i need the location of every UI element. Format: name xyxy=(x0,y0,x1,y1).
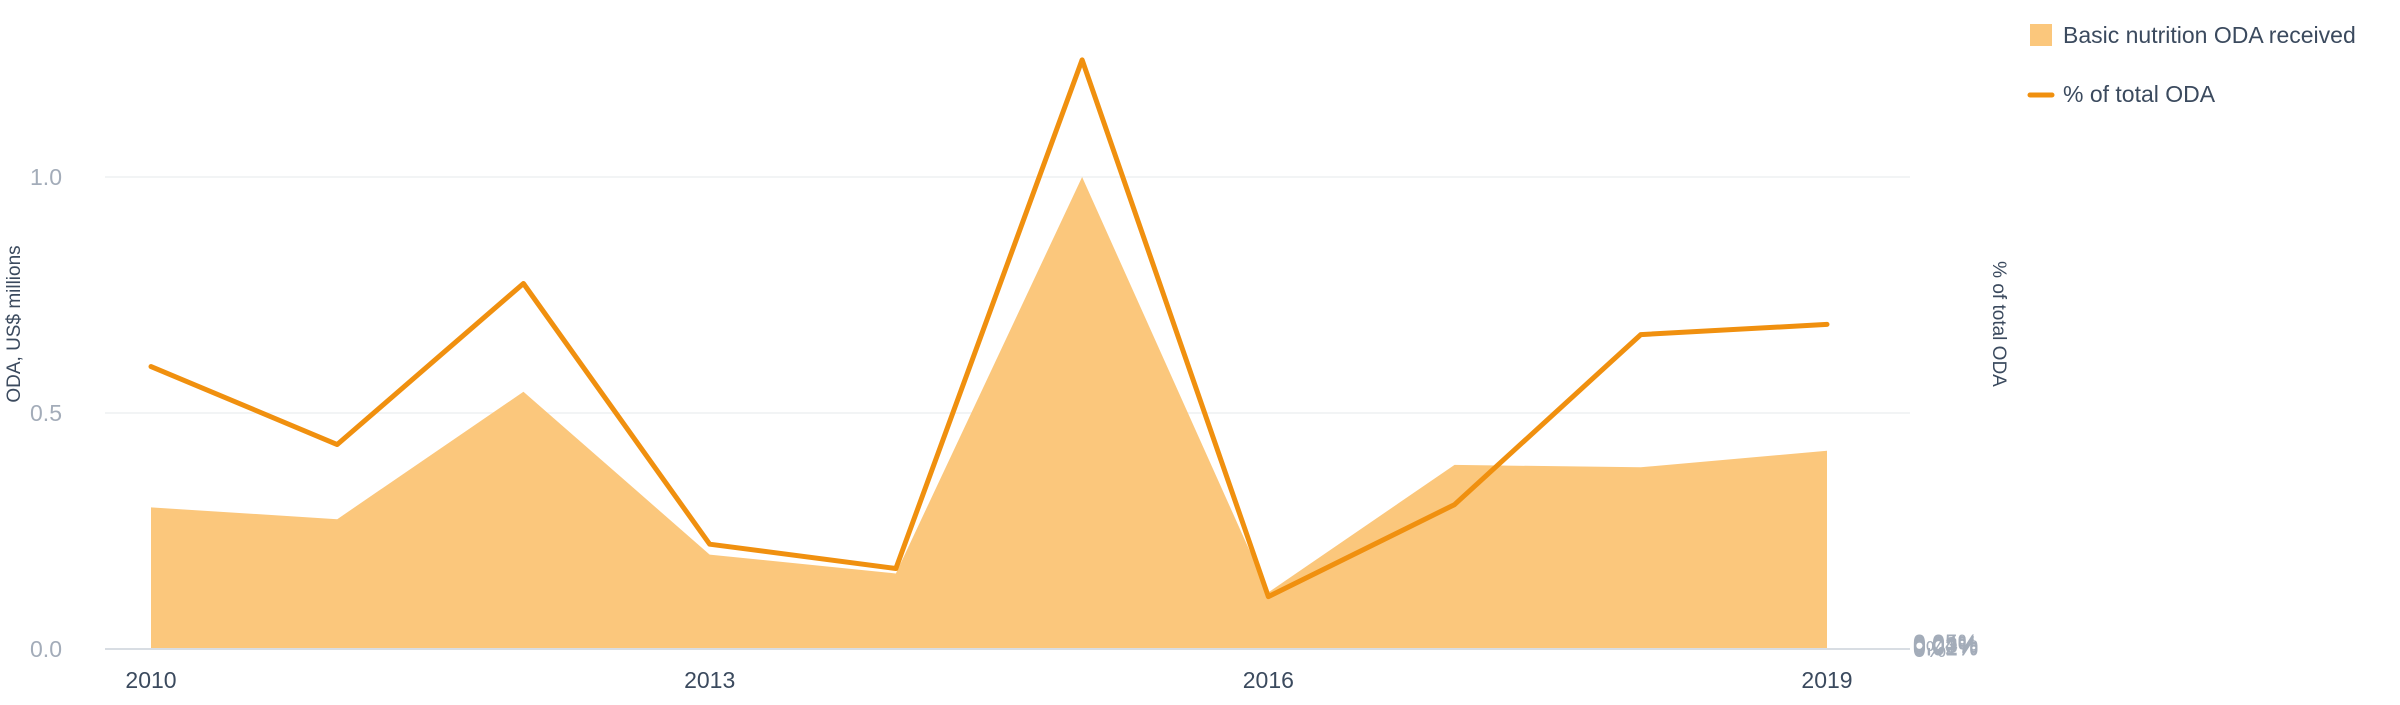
y-left-tick-label: 0.0 xyxy=(30,636,62,662)
x-tick-label: 2016 xyxy=(1243,667,1294,693)
y-right-tick-label: 0.02% xyxy=(1913,633,1978,659)
y-left-tick-label: 1.0 xyxy=(30,164,62,190)
legend-label-area[interactable]: Basic nutrition ODA received xyxy=(2063,22,2356,48)
line-point[interactable] xyxy=(707,541,713,547)
y-axis-left-title: ODA, US$ millions xyxy=(4,245,25,402)
line-series-pct-total-oda[interactable] xyxy=(148,57,1830,600)
line-point[interactable] xyxy=(1638,332,1644,338)
x-tick-label: 2010 xyxy=(125,667,176,693)
legend-swatch-area[interactable] xyxy=(2030,24,2052,46)
y-right-tick-label: 0% xyxy=(1913,636,1946,662)
line-point[interactable] xyxy=(148,364,154,370)
line-point[interactable] xyxy=(520,280,526,286)
y-left-tick-label: 0.5 xyxy=(30,400,62,426)
y-right-tick-label: 0.03% xyxy=(1913,632,1978,658)
line-point[interactable] xyxy=(1079,57,1085,63)
axis-layer: 0.0 0.5 1.0 0%0.01%0.02%0.03%0.04%0.05% 2010… xyxy=(30,164,1978,693)
line-point[interactable] xyxy=(893,565,899,571)
line-point[interactable] xyxy=(1824,321,1830,327)
y-right-tick-label: 0.04% xyxy=(1913,631,1978,657)
area-layer xyxy=(151,177,1827,649)
x-tick-label: 2019 xyxy=(1801,667,1852,693)
line-point[interactable] xyxy=(1265,594,1271,600)
legend: Basic nutrition ODA received % of total … xyxy=(2027,22,2356,107)
y-right-tick-label: 0.01% xyxy=(1913,635,1978,661)
area-series-basic-nutrition-oda[interactable] xyxy=(151,177,1827,649)
line-layer xyxy=(148,57,1830,600)
y-right-tick-label: 0.05% xyxy=(1913,630,1978,656)
line-point[interactable] xyxy=(334,442,340,448)
line-point[interactable] xyxy=(1452,502,1458,508)
y-axis-right-title: % of total ODA xyxy=(1988,261,2009,387)
legend-label-line[interactable]: % of total ODA xyxy=(2063,81,2216,107)
x-tick-label: 2013 xyxy=(684,667,735,693)
